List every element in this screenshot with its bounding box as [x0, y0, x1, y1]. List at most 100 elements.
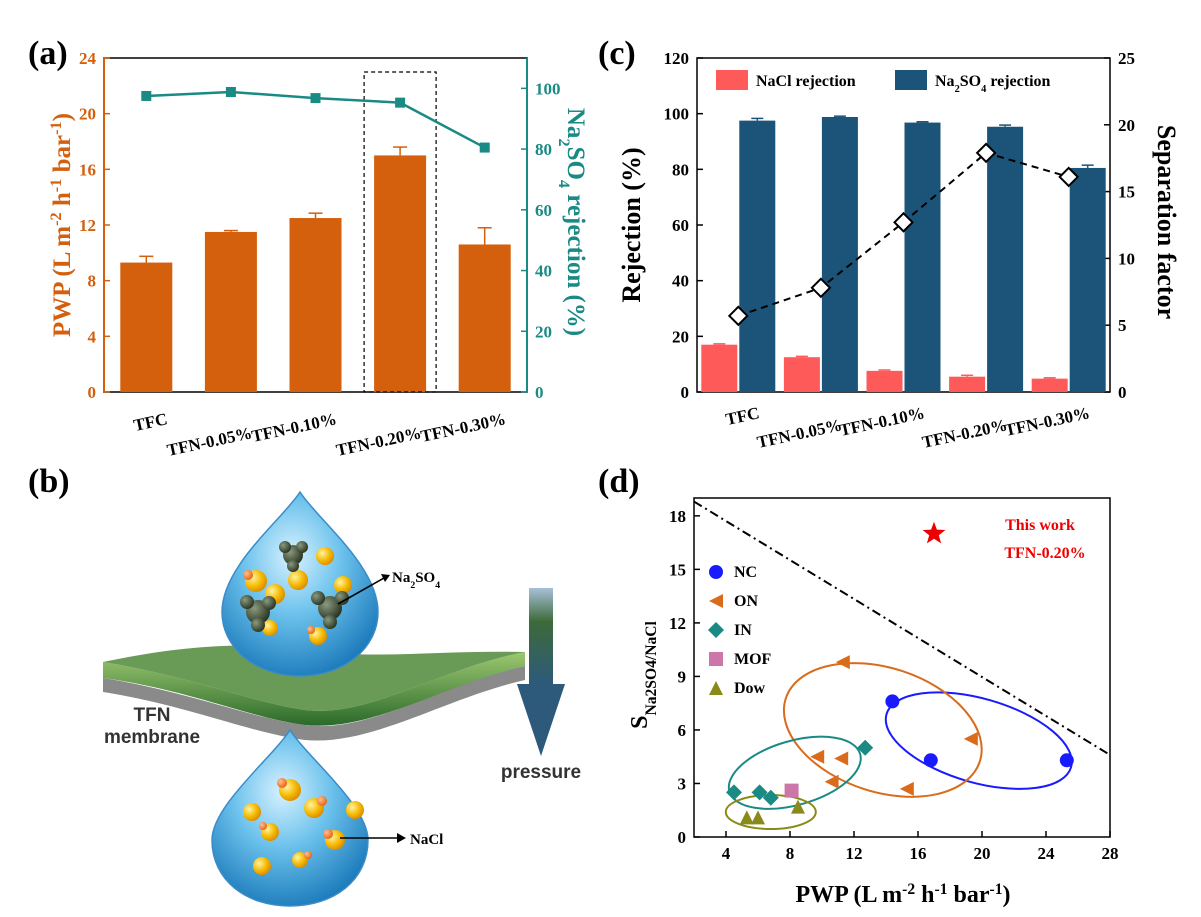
- chart-a-rejection-point: [479, 142, 490, 153]
- chart-a-rejection-point: [395, 97, 406, 108]
- diagram-b: Na2SO4 NaCl TFN membrane pressure: [103, 490, 581, 907]
- chart-a-right-tick-label: 20: [535, 322, 552, 341]
- legend-na2so4-label: Na2SO4 rejection: [935, 73, 1051, 95]
- chart-a-highlight-box: [363, 71, 437, 393]
- sulfate-cluster: [240, 595, 276, 632]
- panel-label-d: (d): [598, 463, 640, 500]
- chart-a-right-tick-label: 0: [535, 383, 544, 402]
- chart-c-left-tick-label: 40: [672, 272, 689, 291]
- nacl-pointer-head: [397, 833, 406, 843]
- chart-d-y-tick-label: 3: [678, 774, 687, 793]
- chart-d-y-tick-label: 0: [678, 828, 687, 847]
- chart-d-this-work-sample: TFN-0.20%: [1004, 545, 1085, 562]
- chart-c-separation-point: [727, 305, 749, 327]
- chart-c-category-label: TFN-0.05%: [755, 415, 843, 452]
- chart-c-separation-point: [1058, 166, 1080, 188]
- legend-nc-label: NC: [734, 564, 757, 581]
- chart-a-left-tick-label: 8: [88, 272, 97, 291]
- chart-a-rejection-point: [141, 90, 152, 101]
- chart-a-left-tick-label: 24: [79, 49, 97, 68]
- panel-label-b: (b): [28, 463, 70, 500]
- chart-c-right-tick-label: 20: [1118, 116, 1135, 135]
- chart-d-y-axis-label: SNa2SO4/NaCl: [627, 620, 660, 728]
- chart-d-point-dow: [751, 810, 765, 825]
- chart-d-point-in: [726, 784, 742, 801]
- chart-a-category-label: TFN-0.30%: [419, 409, 507, 446]
- chart-d-x-tick-label: 8: [786, 844, 795, 863]
- chart-c-nacl-bar: [783, 357, 820, 392]
- legend-on-label: ON: [734, 593, 758, 610]
- chart-d-point-on: [899, 781, 914, 796]
- chart-c-na2so4-bar: [739, 120, 776, 392]
- chart-c-na2so4-bar: [821, 117, 858, 393]
- chart-c-nacl-bar: [701, 344, 738, 392]
- pressure-label: pressure: [501, 762, 581, 783]
- chart-d-this-work-label: This work: [1005, 517, 1075, 534]
- top-drop-ions: [240, 541, 352, 645]
- chart-a-right-tick-label: 60: [535, 201, 552, 220]
- chart-d-frame: [693, 497, 1111, 838]
- pressure-arrow-head: [517, 684, 565, 756]
- chart-d-x-tick-label: 4: [722, 844, 731, 863]
- chart-a-category-label: TFN-0.20%: [334, 423, 422, 460]
- chart-d-x-tick-label: 24: [1038, 844, 1056, 863]
- chart-a-bar: [374, 155, 427, 392]
- chart-a: PWP (L m-2 h-1 bar-1) Na2SO4 rejection (…: [47, 49, 589, 460]
- pressure-arrow-shaft: [529, 588, 553, 684]
- chart-a-left-axis-label: PWP (L m-2 h-1 bar-1): [47, 113, 76, 337]
- chart-a-left-tick-label: 12: [79, 216, 96, 235]
- chart-c-right-tick-label: 25: [1118, 49, 1135, 68]
- membrane-top: [103, 645, 525, 711]
- chart-a-left-tick-label: 16: [79, 160, 96, 179]
- nacl-label: NaCl: [410, 832, 443, 848]
- chart-a-left-tick-label: 4: [88, 327, 97, 346]
- chart-d-point-in: [762, 789, 779, 806]
- chart-d-y-tick-label: 9: [678, 667, 687, 686]
- chart-a-bar: [120, 262, 173, 392]
- chart-c-separation-point: [893, 211, 914, 233]
- chart-d-x-axis-label: PWP (L m-2 h-1 bar-1): [795, 881, 1010, 909]
- chart-a-left-tick-label: 0: [88, 383, 97, 402]
- chart-d-point-mof: [784, 783, 799, 798]
- chart-d-y-tick-label: 18: [669, 507, 686, 526]
- chart-a-category-label: TFN-0.05%: [165, 423, 253, 460]
- chart-d-this-work-star: [922, 521, 946, 544]
- legend-na2so4-swatch: [895, 70, 927, 90]
- membrane-label-line2: membrane: [104, 727, 200, 748]
- legend-on-marker: [709, 594, 723, 608]
- chart-d-point-nc: [923, 753, 938, 768]
- chart-d-point-on: [810, 749, 825, 764]
- chart-d-point-on: [835, 655, 850, 670]
- chart-c-category-label: TFC: [724, 403, 761, 429]
- chart-d-point-on: [824, 774, 839, 789]
- chart-d-y-tick-label: 6: [678, 721, 687, 740]
- chart-c-na2so4-bar: [904, 122, 941, 392]
- chart-a-right-tick-label: 80: [535, 140, 552, 159]
- chart-a-rejection-point: [310, 93, 321, 104]
- panel-label-a: (a): [28, 35, 68, 72]
- chart-d-point-dow: [791, 799, 805, 814]
- chart-d-point-dow: [739, 810, 754, 825]
- chart-c-left-tick-label: 20: [672, 327, 689, 346]
- bottom-water-drop: [211, 728, 369, 907]
- legend-nacl-swatch: [716, 70, 748, 90]
- legend-in-marker: [708, 622, 724, 638]
- chart-c-na2so4-bar: [987, 126, 1024, 392]
- chart-d: PWP (L m-2 h-1 bar-1) SNa2SO4/NaCl 4 8 12 1…: [627, 497, 1119, 909]
- chart-d-point-in: [857, 739, 874, 756]
- chart-a-bar: [204, 231, 257, 392]
- chart-a-category-label: TFC: [132, 409, 169, 435]
- chart-d-x-tick-label: 28: [1102, 844, 1119, 863]
- chart-d-on-ellipse: [782, 662, 983, 798]
- legend-in-label: IN: [734, 622, 752, 639]
- na2so4-label: Na2SO4: [392, 570, 440, 591]
- chart-a-bar: [458, 244, 511, 392]
- chart-c-right-axis-label: Separation factor: [1152, 125, 1181, 319]
- chart-a-rejection-point: [225, 87, 236, 98]
- chart-d-point-on: [834, 751, 849, 766]
- chart-d-point-nc: [885, 694, 900, 709]
- sulfate-cluster: [279, 541, 308, 572]
- panel-label-c: (c): [598, 35, 636, 72]
- chart-d-x-tick-label: 20: [974, 844, 991, 863]
